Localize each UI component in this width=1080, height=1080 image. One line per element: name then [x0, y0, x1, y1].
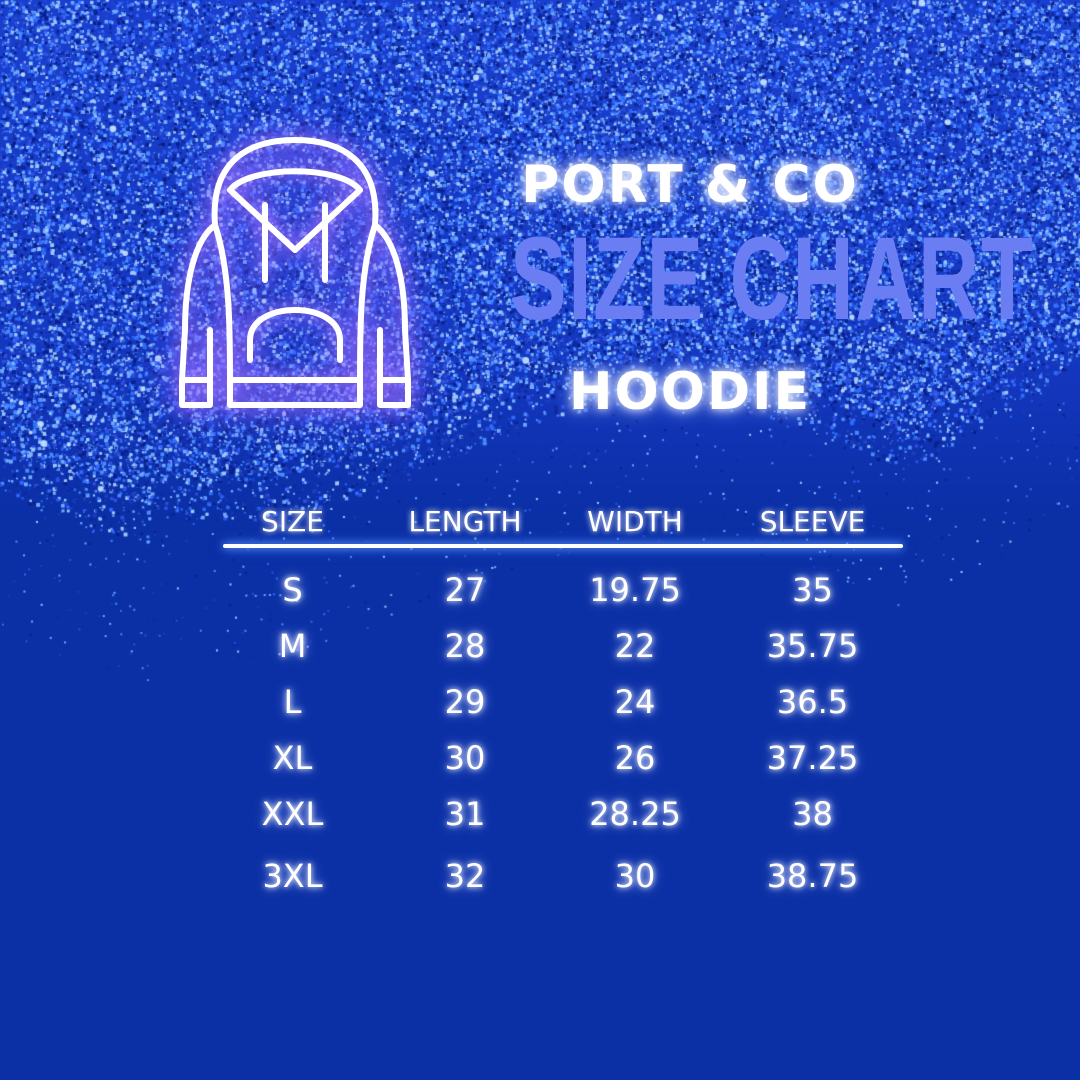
cell-width: 28.25	[589, 795, 681, 833]
table-row: XL 30 26 37.25	[205, 730, 905, 786]
cell-width: 26	[614, 739, 656, 777]
cell-width: 24	[614, 683, 656, 721]
cell-size: L	[283, 683, 302, 721]
cell-size: S	[282, 571, 303, 609]
cell-width: 22	[614, 627, 656, 665]
cell-size: 3XL	[262, 857, 323, 895]
cell-sleeve: 38	[792, 795, 833, 833]
header-length: LENGTH	[408, 505, 522, 538]
product-name: HOODIE	[569, 362, 811, 422]
cell-length: 30	[444, 739, 486, 777]
cell-sleeve: 38.75	[766, 857, 859, 895]
cell-sleeve: 37.25	[766, 739, 859, 777]
header-width: WIDTH	[587, 505, 683, 538]
cell-width: 19.75	[589, 571, 681, 609]
cell-length: 29	[444, 683, 486, 721]
table-row: 3XL 32 30 38.75	[205, 848, 905, 904]
cell-size: M	[278, 627, 307, 665]
cell-length: 32	[444, 857, 486, 895]
table-row: L 29 24 36.5	[205, 674, 905, 730]
cell-size: XXL	[261, 795, 324, 833]
header-divider	[223, 544, 903, 548]
cell-length: 27	[444, 571, 486, 609]
cell-width: 30	[614, 857, 656, 895]
cell-sleeve: 35	[792, 571, 833, 609]
cell-size: XL	[272, 739, 313, 777]
cell-sleeve: 36.5	[776, 683, 849, 721]
hoodie-icon	[179, 137, 411, 408]
table-row: S 27 19.75 35	[205, 562, 905, 618]
header-sleeve: SLEEVE	[759, 505, 866, 538]
cell-length: 31	[444, 795, 486, 833]
cell-sleeve: 35.75	[766, 627, 859, 665]
table-row: XXL 31 28.25 38	[205, 786, 905, 842]
size-table: SIZE LENGTH WIDTH SLEEVE S 27 19.75 35 M 28 22…	[205, 500, 905, 904]
table-row: M 28 22 35.75	[205, 618, 905, 674]
cell-length: 28	[444, 627, 486, 665]
brand-name: PORT & CO	[521, 155, 859, 215]
table-header: SIZE LENGTH WIDTH SLEEVE	[205, 500, 905, 544]
page-title: SIZE CHART	[510, 213, 1035, 345]
header-size: SIZE	[261, 505, 324, 538]
